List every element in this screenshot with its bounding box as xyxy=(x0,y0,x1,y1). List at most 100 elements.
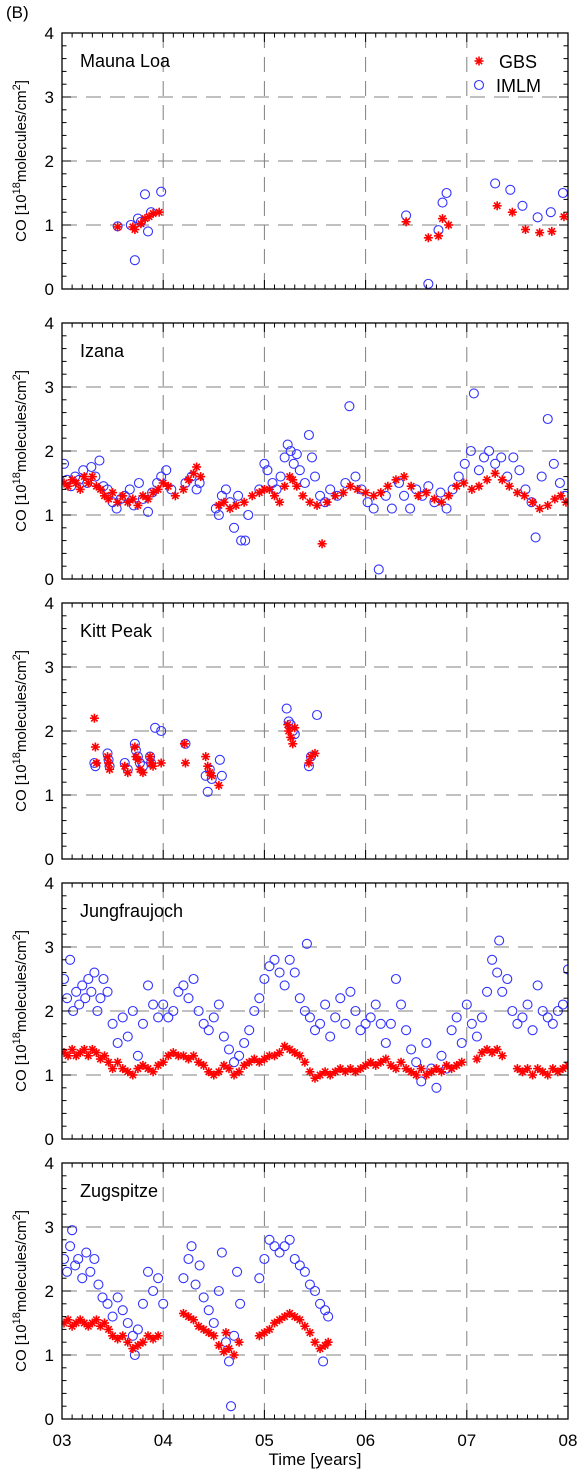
gbs-point xyxy=(556,491,566,501)
gbs-point xyxy=(528,497,538,507)
y-tick-label: 1 xyxy=(45,786,54,805)
y-tick-label: 4 xyxy=(45,314,54,333)
gbs-point xyxy=(376,1057,386,1067)
imlm-point xyxy=(249,1005,260,1017)
imlm-point xyxy=(373,564,384,575)
y-tick-label: 3 xyxy=(45,1218,54,1237)
x-tick-label: 07 xyxy=(457,1431,476,1450)
imlm-point xyxy=(309,1285,321,1297)
gbs-point xyxy=(517,1067,527,1077)
imlm-point xyxy=(289,967,300,978)
imlm-point xyxy=(301,938,312,949)
gbs-point xyxy=(423,233,433,243)
imlm-point xyxy=(406,1044,417,1055)
gbs-point xyxy=(153,1331,163,1341)
gbs-point xyxy=(288,739,298,749)
gbs-point xyxy=(504,481,514,491)
imlm-point xyxy=(166,484,177,495)
gbs-point xyxy=(79,1044,89,1054)
imlm-point xyxy=(122,1031,133,1042)
station-label: Zugspitze xyxy=(80,1181,158,1201)
imlm-point xyxy=(117,1305,128,1316)
imlm-point xyxy=(315,490,326,501)
imlm-point xyxy=(517,200,528,211)
imlm-point xyxy=(254,993,265,1004)
imlm-point xyxy=(202,786,213,797)
gbs-point xyxy=(401,1064,411,1074)
gbs-point xyxy=(71,478,81,488)
data-points xyxy=(62,935,568,1093)
imlm-point xyxy=(281,703,292,714)
gbs-point xyxy=(285,1308,295,1318)
gbs-point xyxy=(163,1051,173,1061)
imlm-point xyxy=(386,503,397,514)
gbs-point xyxy=(118,1064,128,1074)
imlm-point xyxy=(471,1031,482,1042)
imlm-point xyxy=(142,1266,154,1277)
gbs-point xyxy=(312,500,322,510)
imlm-point xyxy=(490,178,501,189)
gbs-point xyxy=(338,488,348,498)
imlm-point xyxy=(264,961,275,972)
imlm-point xyxy=(441,503,452,514)
imlm-point xyxy=(473,465,484,476)
gbs-point xyxy=(91,758,101,768)
gbs-point xyxy=(123,768,133,778)
gbs-point xyxy=(429,494,439,504)
gbs-point xyxy=(369,491,379,501)
gbs-point xyxy=(275,497,285,507)
imlm-point xyxy=(158,999,169,1010)
imlm-point xyxy=(291,449,302,460)
imlm-point xyxy=(216,1247,227,1258)
ticks xyxy=(61,322,569,580)
imlm-point xyxy=(562,964,568,975)
imlm-point xyxy=(370,999,381,1010)
imlm-point xyxy=(73,1253,84,1265)
imlm-point xyxy=(92,1005,103,1017)
imlm-point xyxy=(423,278,434,289)
gbs-point xyxy=(87,472,97,482)
gbs-point xyxy=(184,1312,193,1322)
imlm-point xyxy=(244,1025,255,1036)
gbs-point xyxy=(315,1070,325,1080)
gbs-point xyxy=(295,1051,305,1061)
gbs-point xyxy=(148,1334,158,1344)
imlm-point xyxy=(86,461,97,473)
grid xyxy=(62,33,568,289)
gbs-point xyxy=(519,491,529,501)
y-tick-label: 3 xyxy=(45,658,54,677)
ticks xyxy=(61,1162,569,1420)
gbs-point xyxy=(148,761,158,771)
gbs-point xyxy=(270,491,280,501)
gbs-point xyxy=(437,1067,446,1077)
imlm-point xyxy=(213,999,224,1010)
imlm-point xyxy=(228,1330,240,1341)
imlm-point xyxy=(186,1241,197,1252)
gbs-point xyxy=(104,1324,114,1334)
imlm-point xyxy=(465,445,476,457)
imlm-point xyxy=(62,458,70,469)
imlm-point xyxy=(228,522,240,533)
gbs-point xyxy=(305,1067,315,1077)
imlm-point xyxy=(198,1018,209,1029)
gbs-point xyxy=(492,201,502,211)
data-points xyxy=(62,1225,334,1412)
gbs-point xyxy=(535,504,545,514)
gbs-point xyxy=(178,1308,188,1318)
imlm-point xyxy=(62,1253,70,1265)
gbs-point xyxy=(133,500,143,510)
imlm-point xyxy=(466,1018,477,1029)
imlm-point xyxy=(239,1037,250,1049)
imlm-point xyxy=(142,506,154,517)
imlm-point xyxy=(62,973,70,985)
gbs-point xyxy=(447,1064,457,1074)
y-tick-label: 1 xyxy=(45,216,54,235)
gbs-point xyxy=(113,1334,123,1344)
station-label: Jungfraujoch xyxy=(80,901,183,921)
data-points xyxy=(112,178,568,289)
gbs-point xyxy=(156,758,166,768)
imlm-point xyxy=(468,388,479,399)
y-axis-label: CO [1018molecules/cm2] xyxy=(11,370,30,532)
imlm-point xyxy=(344,401,355,412)
imlm-point xyxy=(259,973,270,985)
